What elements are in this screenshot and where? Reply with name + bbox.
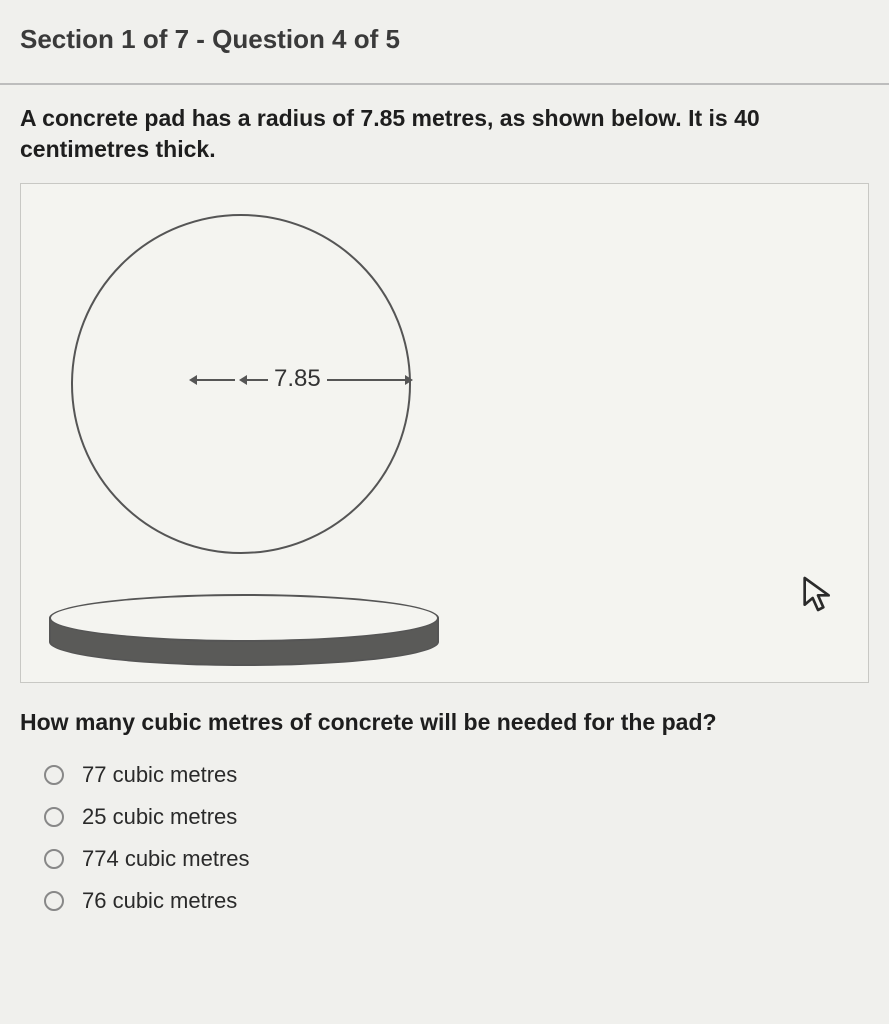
option-row-0[interactable]: 77 cubic metres (44, 754, 869, 796)
option-label: 25 cubic metres (82, 804, 237, 830)
header-divider (0, 83, 889, 85)
cylinder-side-view (49, 594, 439, 654)
diagram-container: 7.85 (20, 183, 869, 683)
radio-icon[interactable] (44, 765, 64, 785)
question-prompt: How many cubic metres of concrete will b… (0, 703, 889, 754)
option-row-1[interactable]: 25 cubic metres (44, 796, 869, 838)
question-position-label: Question 4 of 5 (212, 24, 400, 54)
option-label: 76 cubic metres (82, 888, 237, 914)
option-row-3[interactable]: 76 cubic metres (44, 880, 869, 922)
radio-icon[interactable] (44, 849, 64, 869)
radius-arrow-left (191, 379, 235, 381)
section-label: Section 1 of 7 (20, 24, 189, 54)
option-row-2[interactable]: 774 cubic metres (44, 838, 869, 880)
header-separator: - (189, 24, 212, 54)
radio-icon[interactable] (44, 807, 64, 827)
option-label: 774 cubic metres (82, 846, 250, 872)
question-text: A concrete pad has a radius of 7.85 metr… (0, 103, 889, 183)
radio-icon[interactable] (44, 891, 64, 911)
cylinder-top-ellipse (49, 594, 439, 642)
answer-options: 77 cubic metres 25 cubic metres 774 cubi… (0, 754, 889, 922)
cursor-icon (802, 575, 834, 618)
option-label: 77 cubic metres (82, 762, 237, 788)
quiz-header: Section 1 of 7 - Question 4 of 5 (0, 0, 889, 75)
radius-value-label: 7.85 (268, 365, 327, 393)
